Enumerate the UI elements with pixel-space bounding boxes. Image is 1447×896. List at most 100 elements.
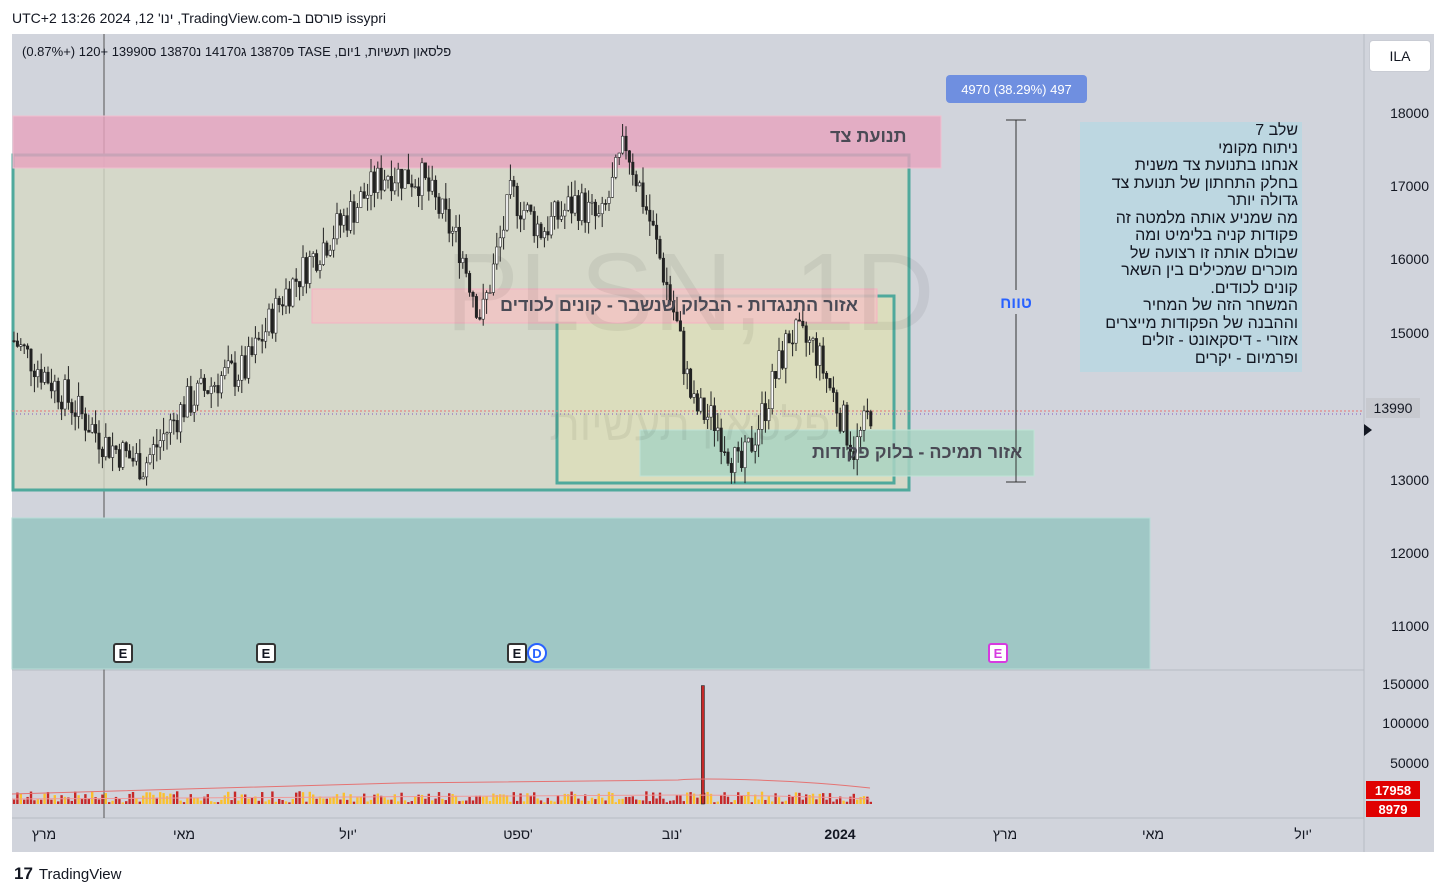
volume-bar <box>84 794 87 804</box>
time-tick: מאי <box>1141 826 1165 842</box>
volume-bar <box>454 795 458 804</box>
candle-body <box>515 185 519 217</box>
candle-body <box>403 169 407 189</box>
volume-bar <box>329 797 332 804</box>
candle-body <box>417 186 421 196</box>
volume-bar <box>250 798 254 804</box>
volume-bar <box>859 797 862 804</box>
volume-bar <box>305 801 308 804</box>
volume-bar <box>257 800 260 804</box>
volume-bar <box>618 799 621 804</box>
earnings-badge[interactable]: E <box>113 643 133 663</box>
volume-bar <box>128 793 131 804</box>
candle-body <box>209 385 213 394</box>
volume-bar <box>179 800 182 804</box>
volume-bar <box>199 800 203 804</box>
volume-bar <box>730 802 733 804</box>
candle-body <box>420 162 424 196</box>
time-tick: 2024 <box>824 826 856 842</box>
volume-bar <box>577 798 580 804</box>
volume-bar <box>125 801 128 804</box>
volume-bar <box>815 799 818 804</box>
candle-body <box>576 195 580 221</box>
candle-body <box>627 150 631 163</box>
candle-body <box>668 284 672 302</box>
candle-body <box>729 463 733 473</box>
volume-bar <box>77 795 80 804</box>
dividend-badge[interactable]: D <box>527 643 547 663</box>
candle-body <box>12 340 16 342</box>
volume-bar <box>675 795 679 804</box>
candle-body <box>804 325 808 343</box>
volume-bar <box>658 792 662 804</box>
volume-bar <box>291 798 294 804</box>
volume-bar <box>223 795 226 804</box>
volume-bar <box>138 801 141 804</box>
volume-bar <box>254 796 257 804</box>
candle-body <box>549 215 553 236</box>
currency-button[interactable]: ILA <box>1369 40 1431 72</box>
candle-body <box>852 451 856 460</box>
volume-bar <box>784 800 787 804</box>
resistance-zone[interactable] <box>311 288 878 324</box>
volume-bar <box>424 798 427 804</box>
sideways-top-zone[interactable] <box>12 115 942 169</box>
candle-body <box>774 371 778 379</box>
volume-bar <box>356 797 359 804</box>
volume-bar <box>839 796 842 804</box>
candle-body <box>539 223 543 239</box>
time-tick: מרץ <box>31 826 57 842</box>
volume-bar <box>580 800 583 804</box>
volume-bar <box>519 793 522 804</box>
watermark-name: פלסאון תעשיות <box>549 401 830 450</box>
candle-body <box>583 192 587 223</box>
candle-body <box>607 197 611 204</box>
discount-zone[interactable] <box>11 517 1151 670</box>
candle-body <box>461 257 465 264</box>
volume-bar <box>529 795 532 804</box>
volume-bar <box>114 796 118 804</box>
candle-body <box>298 281 302 288</box>
earnings-badge[interactable]: E <box>256 643 276 663</box>
volume-bar <box>359 796 362 804</box>
candle-body <box>128 450 132 459</box>
volume-bar <box>852 793 855 804</box>
volume-bar <box>196 797 199 804</box>
volume-bar <box>152 794 155 804</box>
scroll-to-realtime-icon[interactable] <box>1364 424 1372 436</box>
earnings-badge[interactable]: E <box>507 643 527 663</box>
support-zone[interactable] <box>639 429 1035 477</box>
candle-body <box>658 239 662 259</box>
candle-body <box>213 385 217 387</box>
candle-body <box>400 168 404 189</box>
earnings-badge-upcoming[interactable]: E <box>988 643 1008 663</box>
volume-bar <box>155 797 158 804</box>
volume-peak-bar <box>701 685 705 805</box>
volume-bar <box>597 793 600 804</box>
volume-bar <box>638 800 641 804</box>
candle-body <box>529 204 533 212</box>
volume-ma-upper <box>11 778 871 795</box>
volume-bar <box>46 792 50 804</box>
volume-bar <box>733 800 736 804</box>
volume-bar <box>567 794 570 804</box>
volume-bar <box>757 799 760 804</box>
volume-bar <box>849 796 852 804</box>
candle-body <box>155 444 159 448</box>
candle-body <box>335 213 339 240</box>
volume-bar <box>12 799 16 804</box>
analysis-note: שלב 7 ניתוח מקומי אנחנו בתנועת צד משנית בחל… <box>1080 122 1302 372</box>
candle-body <box>740 450 744 469</box>
volume-bar <box>189 794 192 804</box>
range-label: טווח <box>1000 295 1032 312</box>
candle-body <box>342 215 346 226</box>
volume-bar <box>434 798 437 804</box>
candle-body <box>648 209 652 222</box>
volume-bar <box>407 802 410 804</box>
volume-bar <box>97 799 101 804</box>
volume-bar <box>777 797 781 804</box>
footer-brand[interactable]: 17 TradingView <box>14 864 121 884</box>
candle-body <box>97 432 101 450</box>
price-tick: 18000 <box>1390 105 1429 121</box>
